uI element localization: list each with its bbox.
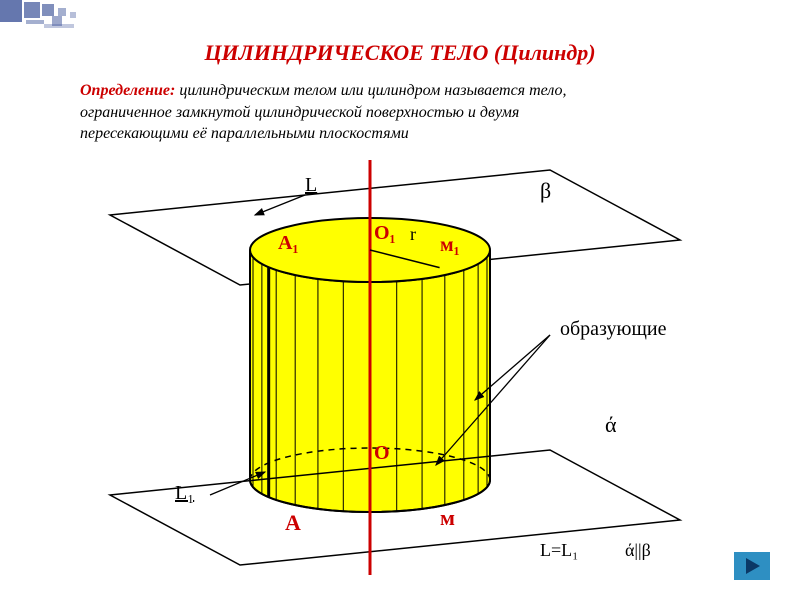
label-A: А [285,510,301,536]
definition-label: Определение: [80,82,175,99]
definition-text-2: ограниченное замкнутой цилиндрической по… [80,104,519,121]
play-icon [742,556,762,576]
label-r: r [410,224,416,245]
label-M1: м₁ [440,234,460,257]
cylinder-diagram: L β А₁ О₁ r м₁ образующие ά О L₁ А м L=L… [80,160,720,580]
label-eq-planes: ά||β [625,540,651,561]
label-M: м [440,505,455,531]
label-L-top: L [305,174,317,197]
label-beta: β [540,178,551,204]
label-generators: образующие [560,318,666,341]
label-L1-bottom: L₁ [175,482,194,505]
slide-corner-deco [0,0,180,40]
definition-text-3: пересекающими её параллельными плоскостя… [80,125,409,142]
slide-title: ЦИЛИНДРИЧЕСКОЕ ТЕЛО (Цилиндр) [0,40,800,66]
next-slide-button[interactable] [734,552,770,580]
label-O1: О₁ [374,222,396,245]
label-eq-L: L=L₁ [540,540,578,561]
definition-text-1: цилиндрическим телом или цилиндром назыв… [179,82,566,99]
label-O: О [374,442,390,465]
label-A1: А₁ [278,232,298,255]
label-alpha: ά [605,412,617,438]
definition-block: Определение: цилиндрическим телом или ци… [80,80,740,145]
